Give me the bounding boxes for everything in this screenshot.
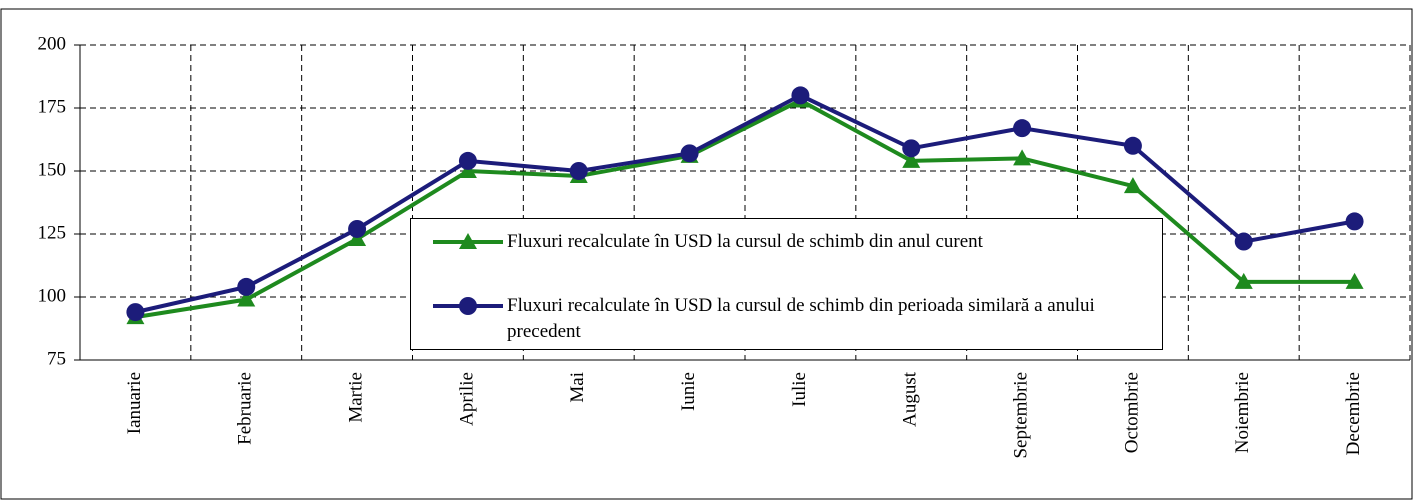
marker — [459, 233, 477, 249]
marker — [458, 162, 477, 178]
x-tick-label: Aprilie — [456, 372, 477, 426]
y-tick-label: 200 — [38, 33, 67, 54]
marker — [1013, 149, 1032, 166]
x-tick-label: Septembrie — [1010, 372, 1031, 459]
legend-entry: Fluxuri recalculate în USD la cursul de … — [433, 229, 1157, 255]
legend-icon — [433, 233, 503, 249]
x-tick-label: Iulie — [789, 372, 810, 407]
legend-icon — [433, 297, 503, 315]
marker — [791, 86, 810, 105]
x-tick-label: Decembrie — [1343, 372, 1364, 455]
legend-label: Fluxuri recalculate în USD la cursul de … — [507, 231, 983, 252]
x-tick-label: Ianuarie — [124, 372, 145, 434]
marker — [237, 290, 256, 307]
y-tick-label: 175 — [38, 96, 67, 117]
series-line — [134, 93, 1355, 315]
x-tick-label: Februarie — [235, 372, 256, 445]
marker — [459, 297, 477, 315]
marker — [1123, 177, 1142, 194]
marker — [1345, 272, 1364, 289]
legend: Fluxuri recalculate în USD la cursul de … — [410, 218, 1163, 350]
marker — [458, 151, 477, 170]
marker — [126, 303, 145, 322]
y-tick-label: 75 — [47, 348, 66, 369]
x-tick-label: Octombrie — [1121, 372, 1142, 453]
y-tick-label: 150 — [38, 159, 67, 180]
marker — [902, 139, 921, 158]
y-tick-label: 100 — [38, 285, 67, 306]
frame — [0, 8, 1413, 500]
marker — [237, 277, 256, 296]
marker — [1234, 232, 1253, 251]
x-tick-label: Mai — [567, 372, 588, 403]
marker — [569, 162, 588, 180]
marker — [348, 230, 367, 247]
x-tick-label: August — [900, 371, 921, 427]
marker — [1013, 119, 1032, 138]
marker — [1123, 136, 1142, 155]
x-tick-label: Martie — [345, 372, 366, 423]
marker — [348, 219, 367, 238]
y-tick-label: 125 — [38, 222, 67, 243]
marker — [680, 144, 699, 163]
x-tick-label: Iunie — [678, 372, 699, 411]
series-line — [135, 98, 1355, 320]
legend-label: Fluxuri recalculate în USD la cursul de … — [507, 295, 1095, 342]
x-tick-label: Noiembrie — [1232, 372, 1253, 453]
legend-entry: Fluxuri recalculate în USD la cursul de … — [433, 293, 1157, 345]
marker — [1345, 212, 1364, 231]
marker — [902, 151, 921, 168]
marker — [1234, 272, 1253, 289]
